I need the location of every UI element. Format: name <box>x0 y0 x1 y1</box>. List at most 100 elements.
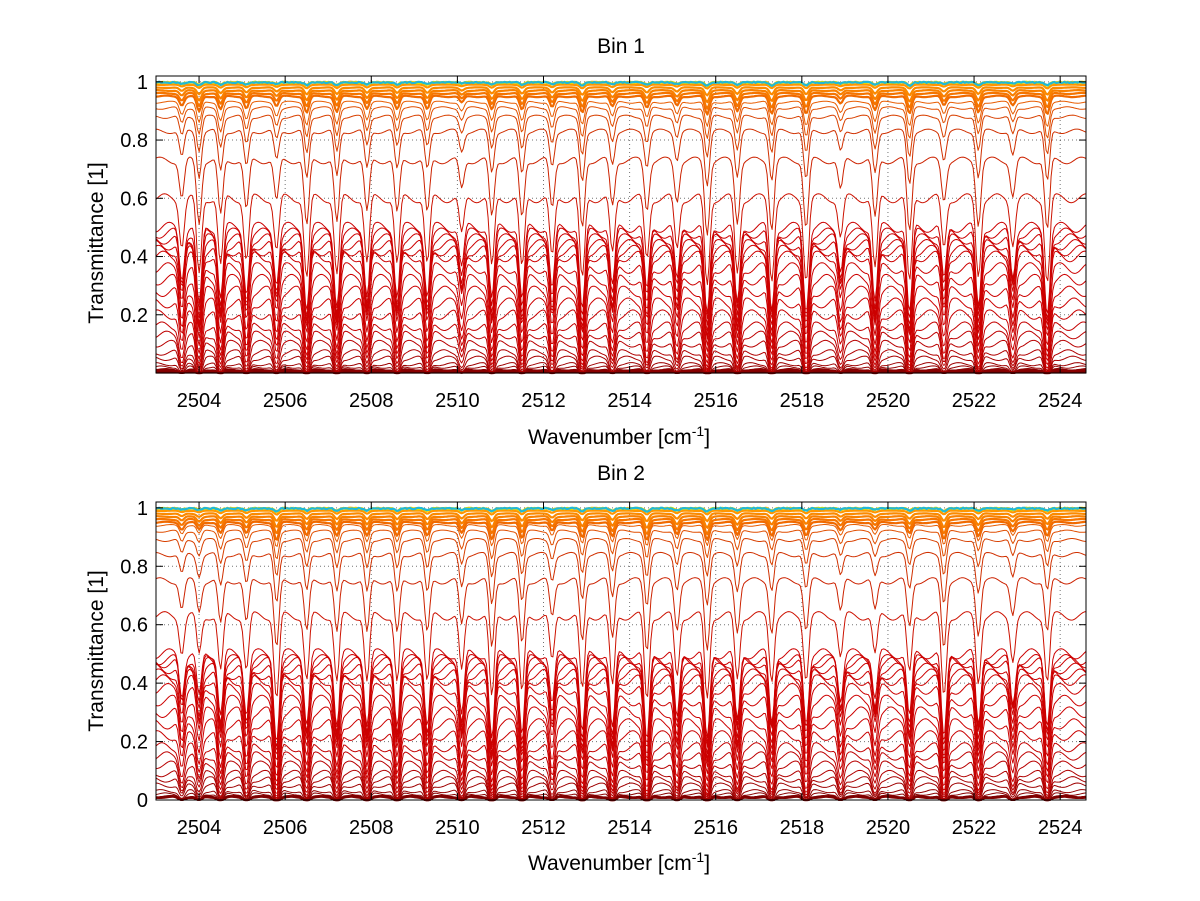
x-tick-label: 2506 <box>263 390 308 412</box>
spectrum-series-line <box>155 760 1087 799</box>
x-axis-label-close: ] <box>704 852 710 875</box>
x-axis-label-text: Wavenumber [cm <box>528 426 692 449</box>
x-tick-label: 2514 <box>607 817 652 839</box>
spectrum-series-line <box>155 330 1087 371</box>
spectra-series <box>155 506 1087 802</box>
x-tick-label: 2516 <box>693 817 738 839</box>
spectrum-series-line <box>155 362 1087 374</box>
spectrum-series-line <box>155 100 1087 127</box>
spectrum-series-line <box>155 792 1087 801</box>
x-tick-label: 2510 <box>435 817 480 839</box>
spectrum-series-line <box>155 795 1087 802</box>
spectrum-series-line <box>156 515 1087 529</box>
y-tick-label: 0.4 <box>120 247 148 269</box>
y-tick-label: 0.6 <box>120 188 148 210</box>
x-tick-label: 2504 <box>177 817 222 839</box>
spectrum-series-line <box>155 349 1087 373</box>
axes-frame <box>155 75 1087 374</box>
y-tick-labels: 0 0.2 0.4 0.6 0.8 1 <box>120 498 1086 812</box>
spectrum-series-line <box>155 321 1087 370</box>
subplot-title: Bin 1 <box>597 35 645 58</box>
x-tick-labels: 2504 2506 2508 2510 2512 2514 2516 2518 2520 2522… <box>177 76 1083 412</box>
x-tick-labels: 2504 2506 2508 2510 2512 2514 2516 2518 2520 2522… <box>177 502 1083 839</box>
spectrum-series-line <box>155 94 1087 116</box>
x-tick-label: 2524 <box>1038 390 1083 412</box>
spectrum-series-line <box>155 706 1087 783</box>
subplot-title: Bin 2 <box>597 462 645 485</box>
subplot-bin-2: Bin 2 2504 2506 2508 2510 2512 2514 2516 2518 25… <box>85 462 1087 875</box>
axes-frame <box>155 501 1087 801</box>
y-tick-label: 0.8 <box>120 556 148 578</box>
x-tick-label: 2518 <box>780 390 825 412</box>
x-tick-label: 2514 <box>607 390 652 412</box>
spectrum-series-line <box>155 114 1087 158</box>
spectrum-series-line <box>155 509 1086 516</box>
spectrum-series-line <box>155 551 1087 606</box>
spectrum-series-line <box>155 789 1087 801</box>
spectrum-series-line <box>155 529 1087 560</box>
spectrum-series-line <box>155 233 1087 326</box>
spectrum-series-line <box>155 128 1087 187</box>
y-tick-label: 0 <box>137 790 148 812</box>
x-tick-label: 2512 <box>521 817 566 839</box>
y-tick-label: 0.8 <box>120 130 148 152</box>
y-tick-labels: 0.2 0.4 0.6 0.8 1 <box>120 72 1086 327</box>
x-axis-label: Wavenumber [cm-1] <box>528 423 710 449</box>
spectrum-series-line <box>155 776 1087 800</box>
spectra-series <box>155 80 1087 375</box>
spectrum-series-line <box>156 89 1087 104</box>
x-axis-label-close: ] <box>704 426 710 449</box>
spectrum-series-line <box>155 221 1087 314</box>
spectrum-series-line <box>155 782 1087 801</box>
spectrum-series-line <box>155 648 1087 741</box>
spectrum-series-line <box>155 683 1087 768</box>
y-axis-label: Transmittance [1] <box>85 162 108 323</box>
x-tick-label: 2508 <box>349 817 394 839</box>
spectrum-series-line <box>155 262 1087 346</box>
spectrum-series-line <box>155 285 1087 359</box>
x-tick-label: 2512 <box>521 390 566 412</box>
x-tick-label: 2510 <box>435 390 480 412</box>
spectrum-series-line <box>155 718 1087 788</box>
x-tick-label: 2518 <box>780 817 825 839</box>
spectrum-series-line <box>155 506 1086 513</box>
spectrum-series-line <box>155 694 1087 776</box>
x-tick-label: 2506 <box>263 817 308 839</box>
spectrum-series-line <box>155 227 1087 319</box>
spectrum-series-line <box>155 730 1087 792</box>
spectrum-series-line <box>155 742 1087 795</box>
y-tick-label: 1 <box>137 498 148 520</box>
spectrum-series-line <box>155 654 1087 747</box>
x-axis-label-text: Wavenumber [cm <box>528 852 692 875</box>
y-tick-label: 0.2 <box>120 732 148 754</box>
spectrum-series-line <box>155 769 1087 800</box>
spectrum-series-line <box>155 156 1087 236</box>
spectrum-series-line <box>155 80 1086 87</box>
x-axis-label-superscript: -1 <box>692 423 705 439</box>
subplot-bin-1: Bin 1 2504 2506 2508 2510 2512 2514 2516 2518 25… <box>85 35 1087 449</box>
x-tick-label: 2516 <box>693 390 738 412</box>
x-tick-label: 2504 <box>177 390 222 412</box>
spectrum-series-line <box>155 517 1087 536</box>
y-tick-label: 0.2 <box>120 305 148 327</box>
spectrum-series-line <box>155 91 1087 110</box>
spectrum-series-line <box>156 524 1087 547</box>
x-tick-label: 2524 <box>1038 817 1083 839</box>
spectrum-series-line <box>155 355 1087 374</box>
spectrum-series-line <box>156 339 1087 372</box>
spectrum-series-line <box>155 297 1087 364</box>
spectrum-series-line <box>155 611 1087 699</box>
spectrum-series-line <box>155 520 1087 541</box>
spectrum-series-line <box>155 512 1086 523</box>
y-axis-label: Transmittance [1] <box>85 570 108 731</box>
spectrum-series-line <box>155 309 1087 368</box>
spectrum-series-line <box>155 751 1087 797</box>
x-tick-label: 2520 <box>866 817 911 839</box>
x-tick-label: 2522 <box>952 390 997 412</box>
spectrum-series-line <box>156 83 1086 90</box>
x-axis-label: Wavenumber [cm-1] <box>528 849 710 875</box>
spectrum-series-line <box>155 538 1087 578</box>
x-axis-label-superscript: -1 <box>692 849 705 865</box>
